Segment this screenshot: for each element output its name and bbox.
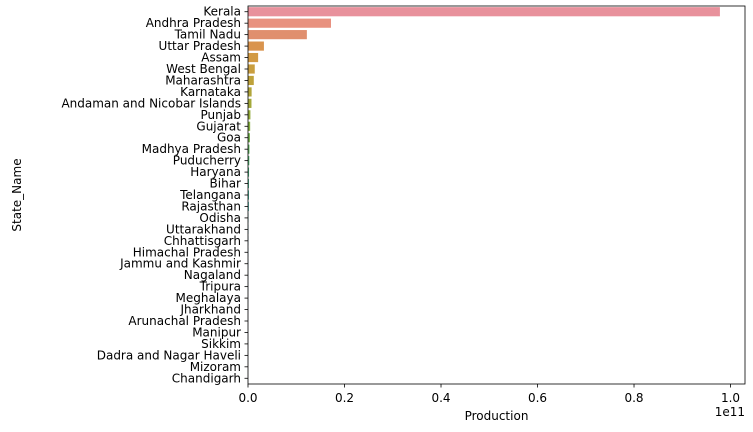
y-tick-label: Rajasthan <box>181 199 241 213</box>
bars-group <box>248 7 720 383</box>
y-tick-label: Tamil Nadu <box>174 28 241 42</box>
y-tick-label: Assam <box>201 51 241 65</box>
x-tick-label: 1.0 <box>721 391 740 405</box>
y-tick-label: Puducherry <box>173 154 241 168</box>
y-tick-label: Goa <box>217 131 241 145</box>
y-tick-label: Andaman and Nicobar Islands <box>61 96 241 110</box>
y-tick-label: Chhattisgarh <box>164 234 241 248</box>
y-tick-label: Andhra Pradesh <box>146 16 241 30</box>
y-tick-label: Uttarakhand <box>166 222 241 236</box>
x-tick-label: 0.0 <box>238 391 257 405</box>
x-axis-label: Production <box>465 409 529 423</box>
bar <box>248 156 250 166</box>
y-tick-label: Punjab <box>200 108 241 122</box>
bar <box>248 18 331 28</box>
x-tick-label: 0.2 <box>335 391 354 405</box>
y-tick-label: Gujarat <box>196 119 241 133</box>
y-tick-label: Karnataka <box>180 85 241 99</box>
bar <box>248 144 250 154</box>
y-tick-label: Chandigarh <box>172 371 241 385</box>
y-tick-label: Dadra and Nagar Haveli <box>97 348 241 362</box>
bar <box>248 167 250 177</box>
bar <box>248 133 250 143</box>
bar <box>248 98 252 108</box>
y-tick-label: Kerala <box>203 5 241 19</box>
y-tick-label: Telangana <box>179 188 241 202</box>
x-tick-label: 0.8 <box>624 391 643 405</box>
bar <box>248 87 252 97</box>
x-tick-label: 0.4 <box>431 391 450 405</box>
y-tick-label: Madhya Pradesh <box>142 142 241 156</box>
bar <box>248 110 251 120</box>
y-tick-label: Haryana <box>190 165 241 179</box>
bar <box>248 7 720 17</box>
bar <box>248 201 249 212</box>
y-tick-label: Meghalaya <box>176 291 241 305</box>
bar <box>248 41 264 51</box>
y-tick-label: Jammu and Kashmir <box>119 257 241 271</box>
y-tick-label: Himachal Pradesh <box>133 245 241 259</box>
y-tick-label: Mizoram <box>190 360 241 374</box>
y-tick-label: Odisha <box>199 211 241 225</box>
bar <box>248 30 307 40</box>
bar <box>248 190 249 200</box>
y-axis-label: State_Name <box>10 158 24 231</box>
x-axis-offset-text: 1e11 <box>715 405 745 419</box>
y-tick-label: Bihar <box>210 177 242 191</box>
y-tick-label: Uttar Pradesh <box>159 39 241 53</box>
bar <box>248 52 259 63</box>
x-axis-ticks: 0.0 0.2 0.4 0.6 0.8 1.0 <box>238 384 740 405</box>
x-tick-label: 0.6 <box>528 391 547 405</box>
y-tick-label: Sikkim <box>201 337 241 351</box>
y-tick-label: West Bengal <box>166 62 241 76</box>
y-tick-label: Jharkhand <box>179 303 241 317</box>
y-tick-label: Tripura <box>199 280 241 294</box>
plot-frame <box>247 5 746 385</box>
bar <box>248 178 249 189</box>
y-tick-label: Maharashtra <box>165 73 241 87</box>
y-tick-label: Nagaland <box>184 268 241 282</box>
bar <box>248 121 251 131</box>
y-tick-label: Arunachal Pradesh <box>128 314 241 328</box>
bar <box>248 75 254 86</box>
y-tick-label: Manipur <box>192 325 241 339</box>
bar <box>248 64 255 74</box>
